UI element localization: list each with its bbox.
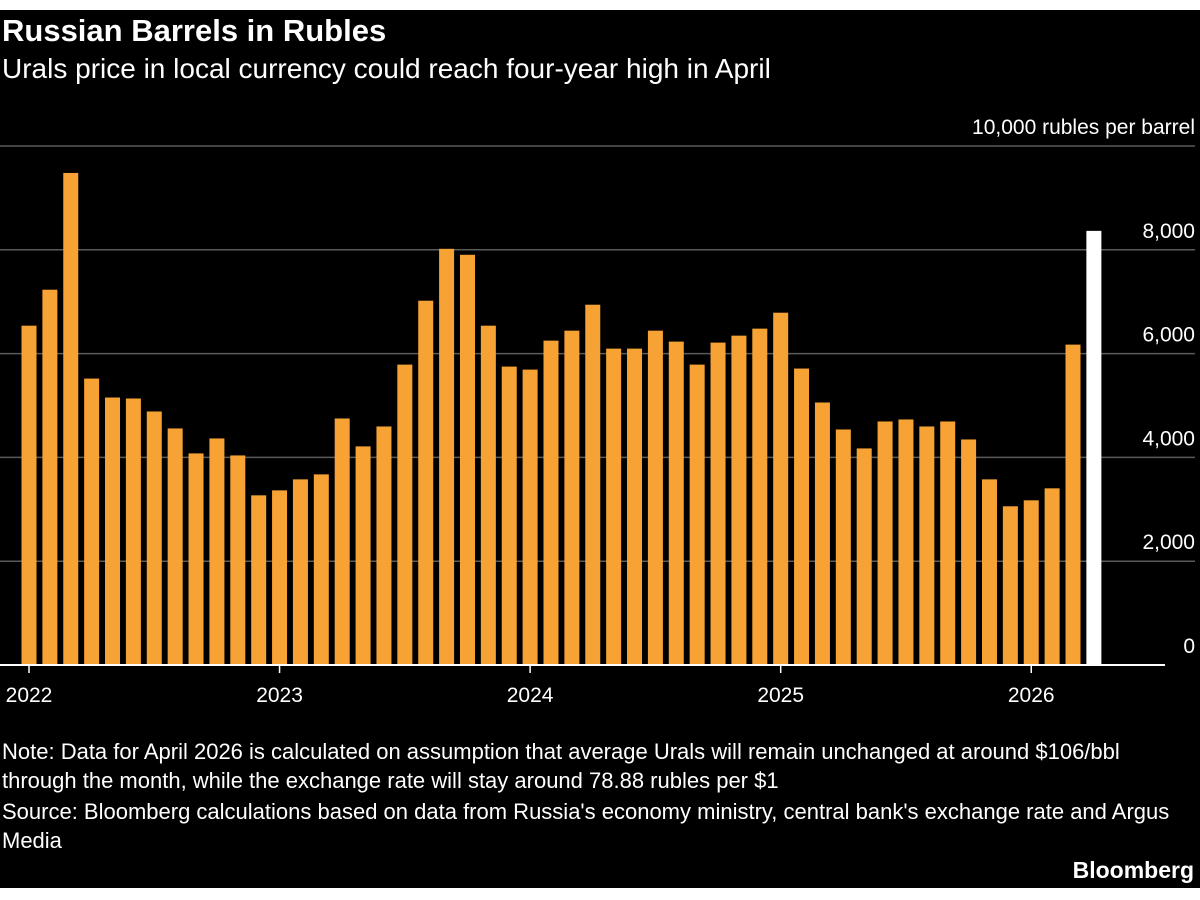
bar	[334, 418, 350, 665]
y-tick-label: 4,000	[1142, 427, 1195, 450]
bar	[146, 411, 162, 665]
bar	[877, 421, 893, 665]
y-tick-label: 10,000 rubles per barrel	[972, 116, 1195, 139]
bar	[773, 312, 789, 665]
bar	[272, 490, 288, 665]
bar	[522, 369, 538, 665]
bar	[1086, 230, 1102, 665]
bar	[230, 455, 246, 665]
bar	[1002, 506, 1018, 665]
bar	[376, 426, 392, 665]
y-tick-label: 6,000	[1142, 324, 1195, 347]
bar	[835, 429, 851, 665]
bar	[21, 325, 37, 665]
x-tick-label: 2024	[507, 684, 554, 707]
y-tick-label: 8,000	[1142, 220, 1195, 243]
bar	[647, 330, 663, 665]
bar	[1044, 488, 1060, 665]
brand: Bloomberg	[1072, 857, 1194, 883]
bar	[167, 428, 183, 665]
bar	[627, 348, 643, 665]
y-tick-label: 2,000	[1142, 531, 1195, 554]
bar	[63, 172, 79, 665]
bar	[961, 439, 977, 665]
bar	[543, 340, 559, 665]
bar	[981, 479, 997, 665]
bar	[752, 328, 768, 665]
bar	[919, 426, 935, 665]
bar	[42, 289, 58, 665]
bar	[292, 479, 308, 665]
bar	[1065, 344, 1081, 665]
source: Source: Bloomberg calculations based on …	[2, 799, 1170, 853]
bar	[585, 304, 601, 665]
note: Note: Data for April 2026 is calculated …	[2, 739, 1120, 793]
bar	[209, 438, 225, 665]
bar	[397, 364, 413, 665]
bar	[668, 341, 684, 665]
bar	[188, 453, 204, 665]
bar	[439, 248, 455, 665]
bar	[459, 254, 475, 665]
bar	[251, 495, 267, 665]
chart-subtitle: Urals price in local currency could reac…	[2, 53, 771, 84]
bar	[794, 368, 810, 665]
bar	[105, 397, 121, 665]
bar	[606, 348, 622, 665]
bar	[355, 446, 371, 665]
x-tick-label: 2026	[1008, 684, 1055, 707]
bar	[418, 300, 434, 665]
bar	[940, 421, 956, 665]
y-tick-label: 0	[1183, 635, 1195, 658]
bar	[814, 402, 830, 665]
bar	[84, 378, 100, 665]
x-tick-label: 2025	[757, 684, 804, 707]
bar	[856, 448, 872, 665]
bar	[689, 364, 705, 665]
bar	[731, 335, 747, 665]
bar	[710, 342, 726, 665]
bar	[501, 366, 517, 665]
bar	[898, 419, 914, 665]
chart-title: Russian Barrels in Rubles	[2, 13, 387, 48]
bar	[1023, 500, 1039, 665]
bar	[564, 330, 580, 665]
x-tick-label: 2022	[6, 684, 53, 707]
bar	[125, 398, 141, 665]
x-tick-label: 2023	[256, 684, 303, 707]
bar	[313, 474, 329, 665]
bar	[480, 325, 496, 665]
